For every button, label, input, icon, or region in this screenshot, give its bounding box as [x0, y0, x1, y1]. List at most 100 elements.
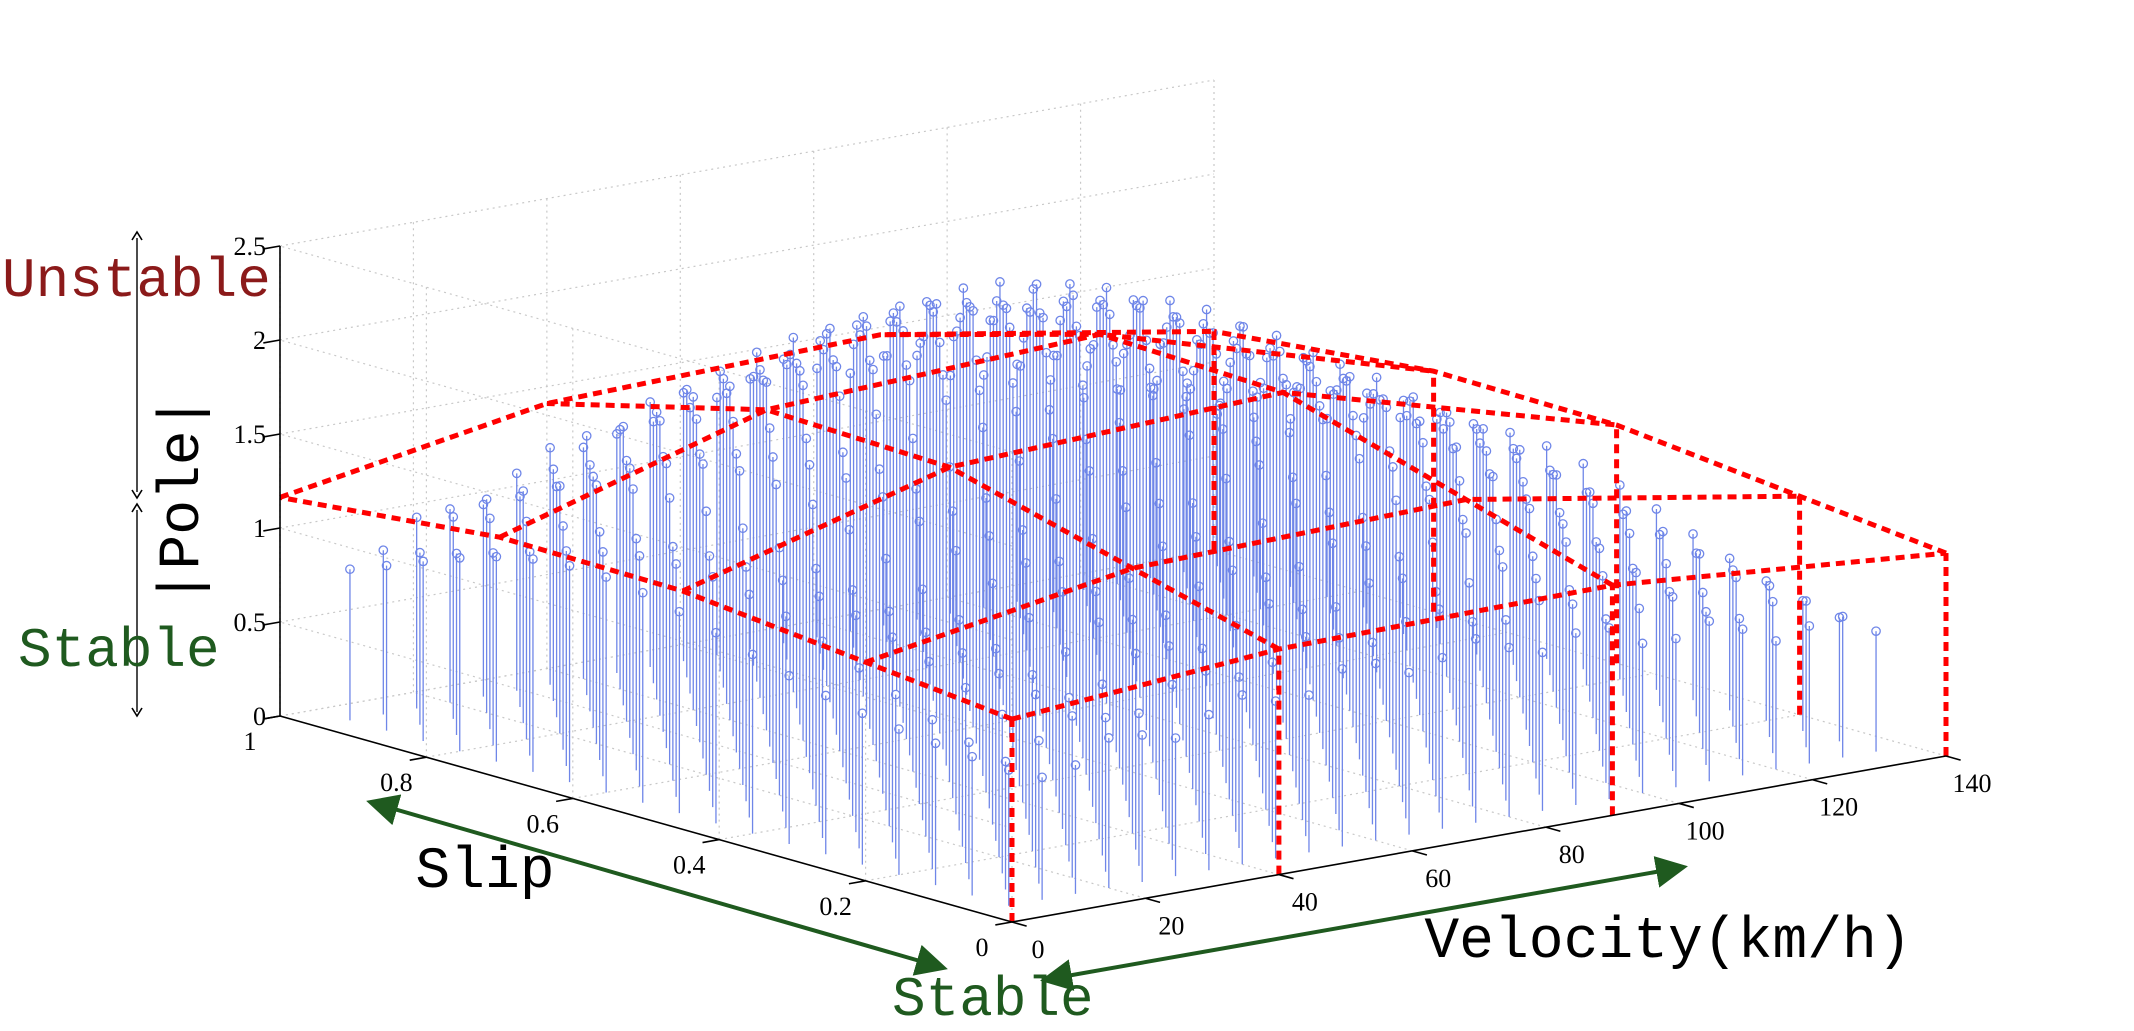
stem-marker: [928, 307, 939, 317]
stem-marker: [1164, 641, 1174, 651]
stem-marker: [878, 351, 889, 361]
stem-marker: [851, 610, 861, 621]
y-tick-label: 0.8: [380, 768, 413, 797]
stem-marker: [1401, 410, 1412, 421]
stem-marker: [854, 663, 864, 673]
stem-marker: [978, 370, 989, 380]
stem-marker: [747, 649, 758, 660]
stem-marker: [1055, 315, 1066, 326]
stem-marker: [618, 421, 629, 432]
stem-marker: [1371, 372, 1382, 383]
stem-marker: [1168, 311, 1179, 322]
stem-marker: [1537, 647, 1548, 658]
stem-marker: [1771, 636, 1781, 646]
stem-marker: [1567, 599, 1578, 610]
stem-marker: [1654, 529, 1665, 540]
stem-marker: [1305, 361, 1315, 372]
stem-marker: [861, 321, 872, 331]
stem-marker: [890, 689, 901, 700]
stem-marker: [1481, 446, 1492, 456]
stem-marker: [1204, 709, 1214, 720]
z-tick-label: 1: [253, 514, 266, 543]
stem-marker: [1201, 304, 1212, 315]
stem-marker: [1421, 481, 1432, 492]
z-tick-mark: [263, 339, 281, 344]
stem-marker: [1397, 573, 1408, 584]
stem-marker: [845, 368, 856, 379]
stem-marker: [1470, 634, 1481, 644]
stem-marker: [1348, 410, 1358, 421]
stem-marker: [1494, 545, 1505, 556]
stem-marker: [712, 392, 722, 403]
stem-marker: [1704, 616, 1715, 627]
stem-marker: [1418, 437, 1428, 448]
stem-marker: [1157, 541, 1168, 552]
stem-marker: [345, 564, 355, 575]
stem-marker: [485, 513, 495, 524]
stem-marker: [1584, 487, 1595, 497]
z-axis-label: |Pole|: [151, 396, 216, 605]
stem-marker: [1358, 413, 1369, 423]
stem-marker: [674, 606, 685, 617]
region-bound-slip: [864, 493, 1800, 665]
stem-marker: [445, 504, 455, 514]
stem-marker: [1238, 321, 1249, 332]
stem-marker: [454, 553, 465, 563]
stem-marker: [1068, 290, 1079, 301]
floor-grid-x: [413, 691, 1146, 899]
stem-marker: [1344, 371, 1355, 382]
stem-marker: [1264, 598, 1274, 609]
stem-marker: [1484, 469, 1495, 479]
stem-marker: [1737, 624, 1748, 635]
floor-grid-x: [546, 667, 1280, 876]
stem-marker: [748, 371, 759, 382]
stem-marker: [908, 433, 918, 444]
stem-marker: [1408, 392, 1419, 402]
x-tick-mark: [1145, 897, 1161, 904]
stem-marker: [581, 430, 592, 441]
side-wall-grid-z: [279, 339, 1013, 547]
stem-marker: [1052, 350, 1062, 361]
stem-marker: [1184, 430, 1195, 441]
stem-marker: [1152, 375, 1162, 386]
stem-marker: [1227, 565, 1238, 576]
stem-marker: [511, 468, 522, 479]
stem-marker: [691, 414, 702, 424]
stem-marker: [1570, 628, 1581, 638]
z-tick-label: 0: [253, 702, 266, 731]
floor-grid-x: [1080, 573, 1813, 781]
stem-marker: [927, 714, 938, 725]
stem-marker: [825, 323, 835, 334]
stem-marker: [761, 377, 772, 388]
back-wall-grid-z: [279, 267, 1215, 435]
stem-marker: [1021, 558, 1031, 568]
x-tick-label: 140: [1953, 769, 1992, 798]
stem-marker: [968, 306, 978, 316]
stem-marker: [415, 547, 425, 558]
stem-marker: [1078, 380, 1088, 391]
stem-marker: [637, 587, 648, 598]
stem-marker: [515, 491, 525, 502]
stem-marker: [1327, 538, 1338, 549]
stable-label-bottom: Stable: [892, 968, 1094, 1031]
stem-marker: [1331, 385, 1342, 395]
stem-marker: [1091, 586, 1101, 597]
stem-marker: [1688, 529, 1698, 539]
stem-marker: [964, 737, 974, 748]
stem-marker: [868, 364, 878, 375]
stem-marker: [812, 363, 822, 374]
stem-marker: [1047, 433, 1058, 444]
stem-marker: [1871, 626, 1881, 637]
stem-marker: [1454, 475, 1465, 486]
stem-marker: [744, 589, 755, 600]
stem-marker: [847, 585, 858, 595]
stem-marker: [1337, 664, 1348, 674]
stem-marker: [1065, 279, 1075, 289]
stem-marker: [885, 316, 896, 327]
stem-marker: [1291, 498, 1301, 509]
stem-marker: [1191, 531, 1201, 542]
x-tick-label: 0: [1032, 935, 1045, 964]
stem-marker: [1621, 506, 1632, 516]
stem-marker: [1764, 580, 1775, 591]
z-tick-mark: [263, 527, 281, 532]
